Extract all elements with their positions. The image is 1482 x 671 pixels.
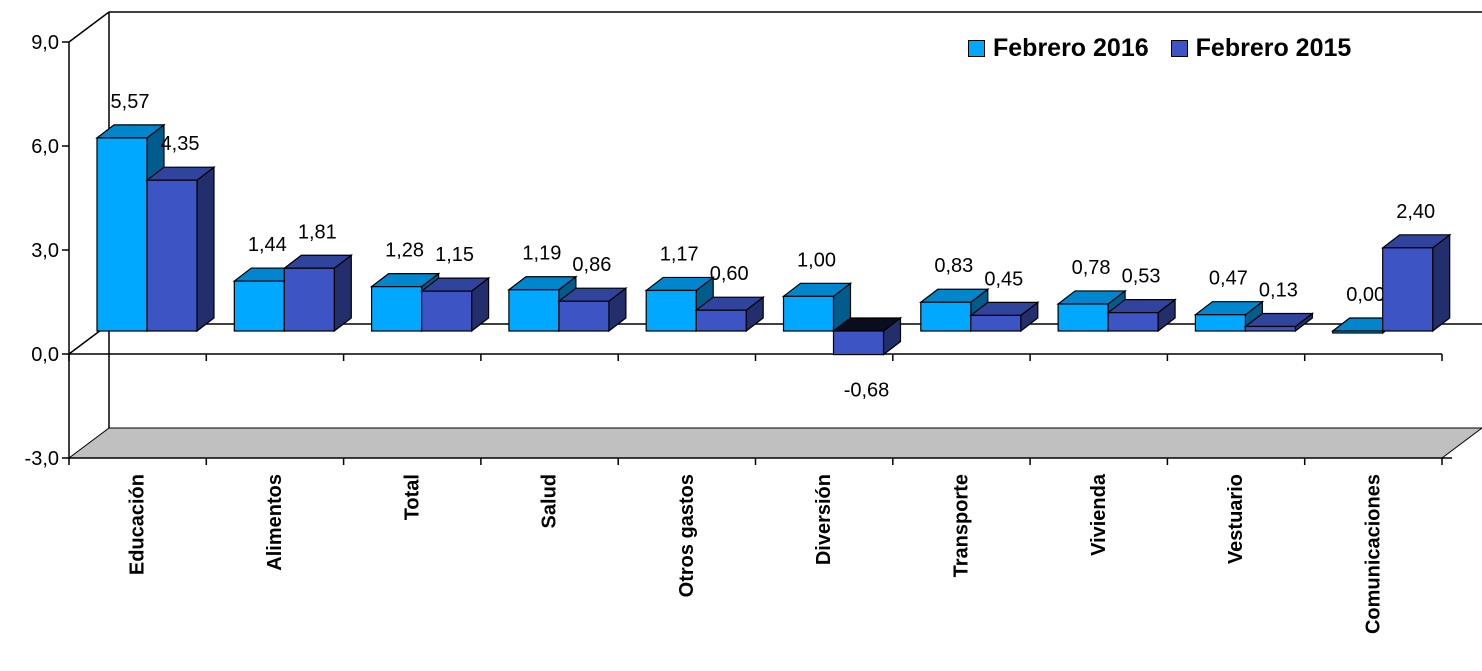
bar-2016: [507, 275, 578, 333]
bar-2015: [1380, 233, 1452, 333]
data-label: 4,35: [161, 133, 200, 155]
bar-2016: [1193, 300, 1265, 333]
bar-2015: [1106, 298, 1177, 333]
category-label: Otros gastos: [676, 474, 698, 597]
bar-2015: [1243, 312, 1315, 333]
data-label: 0,47: [1209, 268, 1248, 290]
legend-item-2015: Febrero 2015: [1170, 34, 1352, 63]
wall-top-diagonal: [68, 11, 110, 43]
bar-front: [920, 301, 972, 332]
legend-label-2016: Febrero 2016: [993, 34, 1149, 62]
bar-front: [96, 137, 148, 332]
bar-front: [508, 289, 560, 332]
bar-front: [1382, 247, 1434, 332]
bar-front: [283, 267, 335, 332]
data-label: 0,13: [1259, 279, 1298, 301]
data-label: 1,00: [797, 249, 836, 271]
data-label: 0,78: [1072, 257, 1111, 279]
data-label: 0,00: [1346, 284, 1385, 306]
legend-item-2016: Febrero 2016: [968, 34, 1149, 63]
data-label: 0,86: [572, 254, 611, 276]
data-label: 1,28: [385, 240, 424, 262]
bar-2015: [831, 316, 903, 356]
legend: Febrero 2016 Febrero 2015: [968, 34, 1351, 63]
bar-front: [645, 289, 697, 332]
legend-swatch-2015: [1170, 40, 1188, 57]
bar-side: [1432, 233, 1451, 333]
y-tick-label: 6,0: [31, 136, 59, 158]
data-label: 1,15: [435, 244, 474, 266]
data-label: -0,68: [844, 380, 890, 402]
bar-2016: [781, 282, 853, 333]
data-label: 0,45: [984, 268, 1023, 290]
category-label: Salud: [539, 474, 561, 528]
bar-front: [782, 295, 835, 332]
bar-front: [558, 300, 610, 332]
bar-2015: [145, 165, 216, 333]
category-label: Total: [401, 474, 423, 520]
bar-2015: [419, 276, 491, 333]
data-label: 1,17: [660, 243, 699, 265]
bar-front: [371, 286, 423, 332]
bar-front: [832, 330, 885, 356]
bar-front: [970, 314, 1022, 332]
data-label: 2,40: [1396, 201, 1435, 223]
legend-label-2015: Febrero 2015: [1195, 34, 1352, 62]
bar-front: [1107, 312, 1159, 332]
data-label: 5,57: [111, 91, 150, 113]
chart-floor: [67, 427, 1482, 459]
category-label: Comunicaciones: [1362, 474, 1384, 634]
data-label: 0,53: [1122, 266, 1161, 288]
bar-front: [146, 179, 198, 332]
data-label: 0,60: [710, 263, 749, 285]
bar-2015: [969, 301, 1040, 333]
bar-front: [1332, 330, 1384, 334]
y-tick-label: 0,0: [31, 344, 59, 366]
category-label: Vivienda: [1088, 473, 1110, 556]
category-label: Diversión: [813, 474, 835, 565]
data-label: 1,44: [248, 234, 287, 256]
bar-side: [196, 165, 215, 333]
y-tick-label: -3,0: [25, 448, 59, 470]
category-label: Alimentos: [264, 474, 286, 571]
legend-swatch-2016: [968, 40, 985, 57]
y-tick-label: 9,0: [31, 32, 59, 54]
bar-2015: [282, 254, 354, 333]
bar-2015: [694, 295, 765, 333]
data-label: 0,83: [934, 255, 973, 277]
category-label: Vestuario: [1225, 474, 1247, 564]
data-label: 1,19: [522, 243, 561, 265]
y-tick-label: 3,0: [31, 240, 59, 262]
bar-front: [421, 290, 473, 332]
bar-2015: [557, 286, 628, 333]
bar-front: [1194, 314, 1247, 332]
bar-front: [1244, 325, 1297, 332]
category-label: Transporte: [950, 474, 972, 577]
bar-front: [695, 309, 747, 332]
bar-front: [233, 280, 285, 332]
data-label: 1,81: [298, 221, 337, 243]
bar-front: [1057, 303, 1109, 332]
category-label: Educación: [127, 474, 149, 575]
